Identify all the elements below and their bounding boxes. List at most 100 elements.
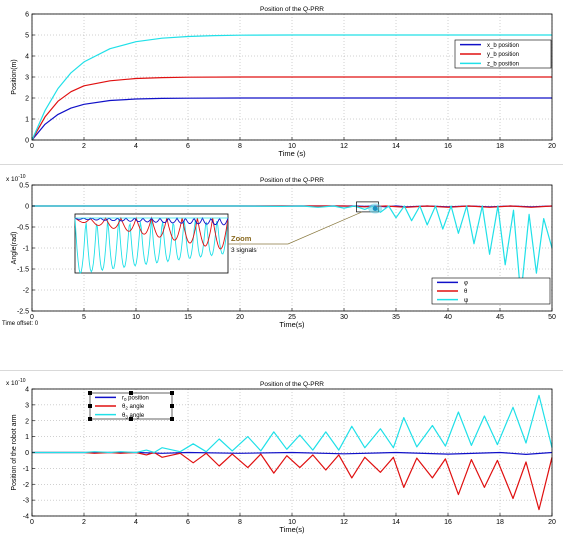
x-tick-label: 5 — [82, 314, 86, 321]
series-line — [32, 451, 553, 455]
series-line — [31, 97, 552, 141]
y-tick-label: -2 — [23, 482, 29, 489]
x-tick-label: 8 — [238, 519, 242, 526]
x-tick-label: 20 — [548, 519, 556, 526]
x-tick-label: 14 — [392, 143, 400, 150]
x-tick-label: 12 — [340, 519, 348, 526]
x-axis-label: Time (s) — [278, 149, 306, 158]
y-tick-label: 2 — [25, 96, 29, 103]
legend-selection-handle — [88, 391, 92, 395]
x-tick-label: 50 — [548, 314, 556, 321]
x-tick-label: 0 — [30, 143, 34, 150]
series-line — [32, 451, 553, 511]
y-tick-label: 3 — [25, 75, 29, 82]
x-tick-label: 0 — [30, 314, 34, 321]
chart-3 — [31, 388, 553, 517]
chart-title: Position of the Q-PRR — [260, 177, 324, 184]
x-tick-label: 25 — [288, 314, 296, 321]
legend-selection-handle — [129, 417, 133, 421]
legend-selection-handle — [129, 391, 133, 395]
x-tick-label: 0 — [30, 519, 34, 526]
time-offset-label: Time offset: — [2, 321, 34, 327]
y-tick-label: -1 — [23, 466, 29, 473]
y-tick-label: -1 — [23, 246, 29, 253]
zoom-title: Zoom — [231, 234, 252, 243]
legend-entry: ψ — [464, 298, 468, 304]
time-offset-value: 0 — [34, 321, 39, 327]
y-tick-label: 0 — [25, 204, 29, 211]
chart-2 — [31, 184, 553, 312]
legend-entry: φ — [464, 281, 468, 287]
y-tick-label: -2.5 — [17, 309, 29, 316]
y-tick-label: 2 — [25, 418, 29, 425]
axis-exponent: x 10-10 — [6, 378, 26, 387]
chart-title: Position of the Q-PRR — [260, 6, 324, 13]
axis-exponent-power: -10 — [18, 378, 25, 384]
axis-exponent: x 10-10 — [6, 174, 26, 183]
x-tick-label: 14 — [392, 519, 400, 526]
zoom-connector — [228, 211, 363, 245]
x-tick-label: 4 — [134, 519, 138, 526]
zoom-highlight-dot — [372, 206, 378, 212]
axis-exponent-power: -10 — [18, 174, 25, 180]
y-tick-label: -1.5 — [17, 267, 29, 274]
x-tick-label: 18 — [496, 143, 504, 150]
x-tick-label: 16 — [444, 143, 452, 150]
zoom-subtitle: 3 signals — [231, 247, 257, 254]
x-tick-label: 10 — [288, 519, 296, 526]
series-line — [32, 394, 553, 454]
series-line — [31, 76, 552, 141]
legend-entry: θ2 angle — [122, 404, 145, 411]
y-tick-label: 0 — [25, 450, 29, 457]
x-tick-label: 35 — [392, 314, 400, 321]
legend-selection-handle — [170, 404, 174, 408]
y-tick-label: -0.5 — [17, 225, 29, 232]
legend-selection-handle — [88, 417, 92, 421]
y-axis-label: Position of the robot arm — [11, 414, 18, 490]
x-tick-label: 10 — [132, 314, 140, 321]
x-tick-label: 12 — [340, 143, 348, 150]
x-axis-label: Time(s) — [279, 320, 305, 329]
y-tick-label: -2 — [23, 288, 29, 295]
x-tick-label: 2 — [82, 519, 86, 526]
y-tick-label: 6 — [25, 12, 29, 19]
legend-entry: y_b position — [487, 52, 519, 58]
x-tick-label: 10 — [288, 143, 296, 150]
y-axis-label: Position(m) — [11, 59, 18, 94]
chart-title: Position of the Q-PRR — [260, 381, 324, 388]
y-tick-label: -4 — [23, 514, 29, 521]
x-tick-label: 18 — [496, 519, 504, 526]
x-tick-label: 6 — [186, 519, 190, 526]
legend-selection-handle — [170, 391, 174, 395]
separator-line — [0, 164, 563, 165]
x-tick-label: 6 — [186, 143, 190, 150]
x-tick-label: 8 — [238, 143, 242, 150]
legend-entry: θ3 angle — [122, 413, 145, 420]
separator-line — [0, 370, 563, 371]
series-line — [32, 205, 553, 208]
y-tick-label: 1 — [25, 434, 29, 441]
y-tick-label: -3 — [23, 498, 29, 505]
legend-entry: θ — [464, 289, 468, 295]
legend-entry: x_b position — [487, 43, 519, 49]
x-tick-label: 45 — [496, 314, 504, 321]
y-tick-label: 3 — [25, 402, 29, 409]
x-tick-label: 30 — [340, 314, 348, 321]
series-line — [31, 34, 552, 141]
legend-selection-handle — [88, 404, 92, 408]
y-tick-label: 4 — [25, 54, 29, 61]
x-tick-label: 20 — [236, 314, 244, 321]
y-axis-label: Angle(rad) — [11, 232, 18, 265]
y-tick-label: 0.5 — [19, 183, 29, 190]
y-tick-label: 4 — [25, 387, 29, 394]
y-tick-label: 1 — [25, 117, 29, 124]
x-tick-label: 4 — [134, 143, 138, 150]
time-offset-readout: Time offset: 0 — [2, 321, 38, 327]
x-tick-label: 2 — [82, 143, 86, 150]
y-tick-label: 0 — [25, 138, 29, 145]
chart-1 — [31, 13, 553, 141]
x-tick-label: 20 — [548, 143, 556, 150]
y-tick-label: 5 — [25, 33, 29, 40]
